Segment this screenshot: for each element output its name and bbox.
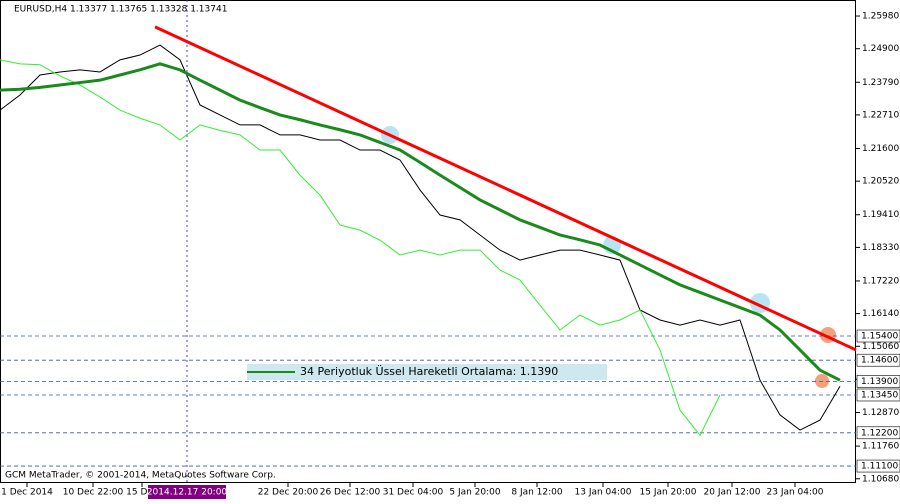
x-tick-label: 22 Dec 20:00 <box>258 488 319 498</box>
x-tick-label: 10 Dec 22:00 <box>63 488 124 498</box>
level-box <box>856 375 900 388</box>
level-label: 1.12200 <box>861 428 898 438</box>
y-tick-label: 1.12870 <box>862 408 899 418</box>
y-tick-label: 1.18330 <box>862 243 899 253</box>
crosshair-box <box>148 485 226 499</box>
chart-title: EURUSD,H4 1.13377 1.13765 1.13328 1.1374… <box>14 5 227 15</box>
level-label: 1.13450 <box>861 390 898 400</box>
level-box <box>856 353 900 367</box>
y-tick-label: 1.24900 <box>862 44 899 54</box>
level-label: 1.11100 <box>861 462 898 472</box>
y-tick-label: 1.19410 <box>862 210 899 220</box>
y-tick-label: 1.23790 <box>862 78 899 88</box>
x-tick-label: 20 Jan 12:00 <box>704 488 761 498</box>
series-line <box>0 44 841 431</box>
trendline <box>154 25 857 352</box>
crosshair-label: 2014.12.17 20:00 <box>147 488 228 498</box>
legend-box <box>247 364 607 380</box>
series-line <box>0 62 841 382</box>
y-tick-label: 1.16140 <box>862 309 899 319</box>
x-tick-label: 8 Jan 12:00 <box>511 488 563 498</box>
plot-frame <box>0 0 856 483</box>
footer: GCM MetaTrader, © 2001-2014, MetaQuotes … <box>5 471 276 481</box>
level-label: 1.14600 <box>861 356 898 366</box>
y-tick-label: 1.21600 <box>862 144 899 154</box>
x-tick-label: 15 Jan 20:00 <box>640 488 697 498</box>
y-tick-label: 1.17220 <box>862 276 899 286</box>
y-tick-label: 1.10680 <box>862 474 899 484</box>
x-tick-label: 26 Dec 12:00 <box>320 488 381 498</box>
x-tick-label: 31 Dec 04:00 <box>383 488 444 498</box>
level-label: 1.13900 <box>861 377 898 387</box>
x-tick-label: 13 Jan 04:00 <box>575 488 632 498</box>
level-box <box>856 388 900 402</box>
legend-label: 34 Periyotluk Üssel Hareketli Ortalama: … <box>300 365 558 378</box>
y-tick-label: 1.15060 <box>862 342 899 352</box>
y-tick-label: 1.25980 <box>862 12 899 22</box>
x-tick-label: 5 Jan 20:00 <box>449 488 501 498</box>
series-line <box>0 59 721 437</box>
y-tick-label: 1.20520 <box>862 177 899 187</box>
x-tick-label: 23 Jan 04:00 <box>767 488 824 498</box>
x-tick-label: 1 Dec 2014 <box>1 488 53 498</box>
y-tick-label: 1.11760 <box>862 442 899 452</box>
level-box <box>856 329 900 343</box>
x-tick-label: 15 Dec <box>126 488 158 498</box>
level-box <box>856 459 900 473</box>
y-tick-label: 1.22710 <box>862 110 899 120</box>
level-box <box>856 426 900 440</box>
level-label: 1.15400 <box>861 332 898 342</box>
